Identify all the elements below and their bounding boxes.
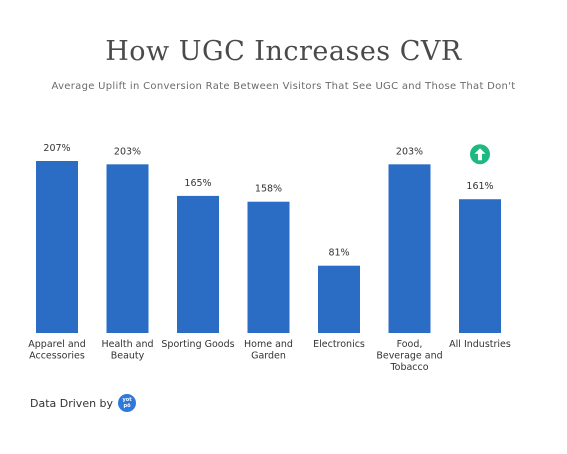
category-label: Health and Beauty bbox=[101, 339, 153, 362]
category-label-line: Beauty bbox=[111, 351, 145, 362]
category-label: All Industries bbox=[449, 339, 511, 350]
data-label: 203% bbox=[396, 146, 423, 157]
category-label: Electronics bbox=[313, 339, 365, 350]
category-label-line: Home and bbox=[244, 339, 293, 350]
category-label-line: Tobacco bbox=[389, 362, 428, 373]
footer: Data Driven by yot pō bbox=[30, 394, 137, 412]
up-arrow-icon-glyph bbox=[474, 148, 486, 161]
data-label: 165% bbox=[184, 178, 211, 189]
up-arrow-icon bbox=[470, 144, 490, 165]
category-label-line: Health and bbox=[101, 339, 153, 350]
bar bbox=[106, 164, 149, 333]
bar bbox=[459, 199, 501, 333]
category-label-line: Sporting Goods bbox=[161, 339, 234, 350]
data-label: 207% bbox=[43, 143, 70, 154]
category-label: Sporting Goods bbox=[161, 339, 234, 350]
data-label: 161% bbox=[466, 181, 493, 192]
category-label-line: Garden bbox=[251, 351, 286, 362]
bar bbox=[318, 265, 360, 333]
category-label: Home and Garden bbox=[244, 339, 293, 362]
bar bbox=[177, 195, 219, 333]
category-label-line: Beverage and bbox=[376, 351, 442, 362]
data-label: 158% bbox=[255, 184, 282, 195]
yotpo-logo-icon: yot pō bbox=[118, 394, 137, 412]
bar bbox=[36, 161, 78, 333]
category-label-line: Accessories bbox=[29, 351, 85, 362]
category-label-line: Electronics bbox=[313, 339, 365, 350]
chart-title: How UGC Increases CVR bbox=[105, 36, 462, 67]
category-label-line: Apparel and bbox=[28, 339, 85, 350]
category-label-line: Food, bbox=[397, 339, 423, 350]
category-label: Apparel and Accessories bbox=[28, 339, 85, 362]
bar bbox=[247, 201, 290, 333]
data-label: 203% bbox=[114, 146, 141, 157]
chart-subtitle: Average Uplift in Conversion Rate Betwee… bbox=[51, 81, 516, 92]
category-label-line: All Industries bbox=[449, 339, 511, 350]
footer-text: Data Driven by bbox=[30, 396, 114, 410]
bar bbox=[388, 164, 431, 333]
category-label: Food, Beverage and Tobacco bbox=[376, 339, 442, 373]
data-label: 81% bbox=[328, 248, 349, 259]
